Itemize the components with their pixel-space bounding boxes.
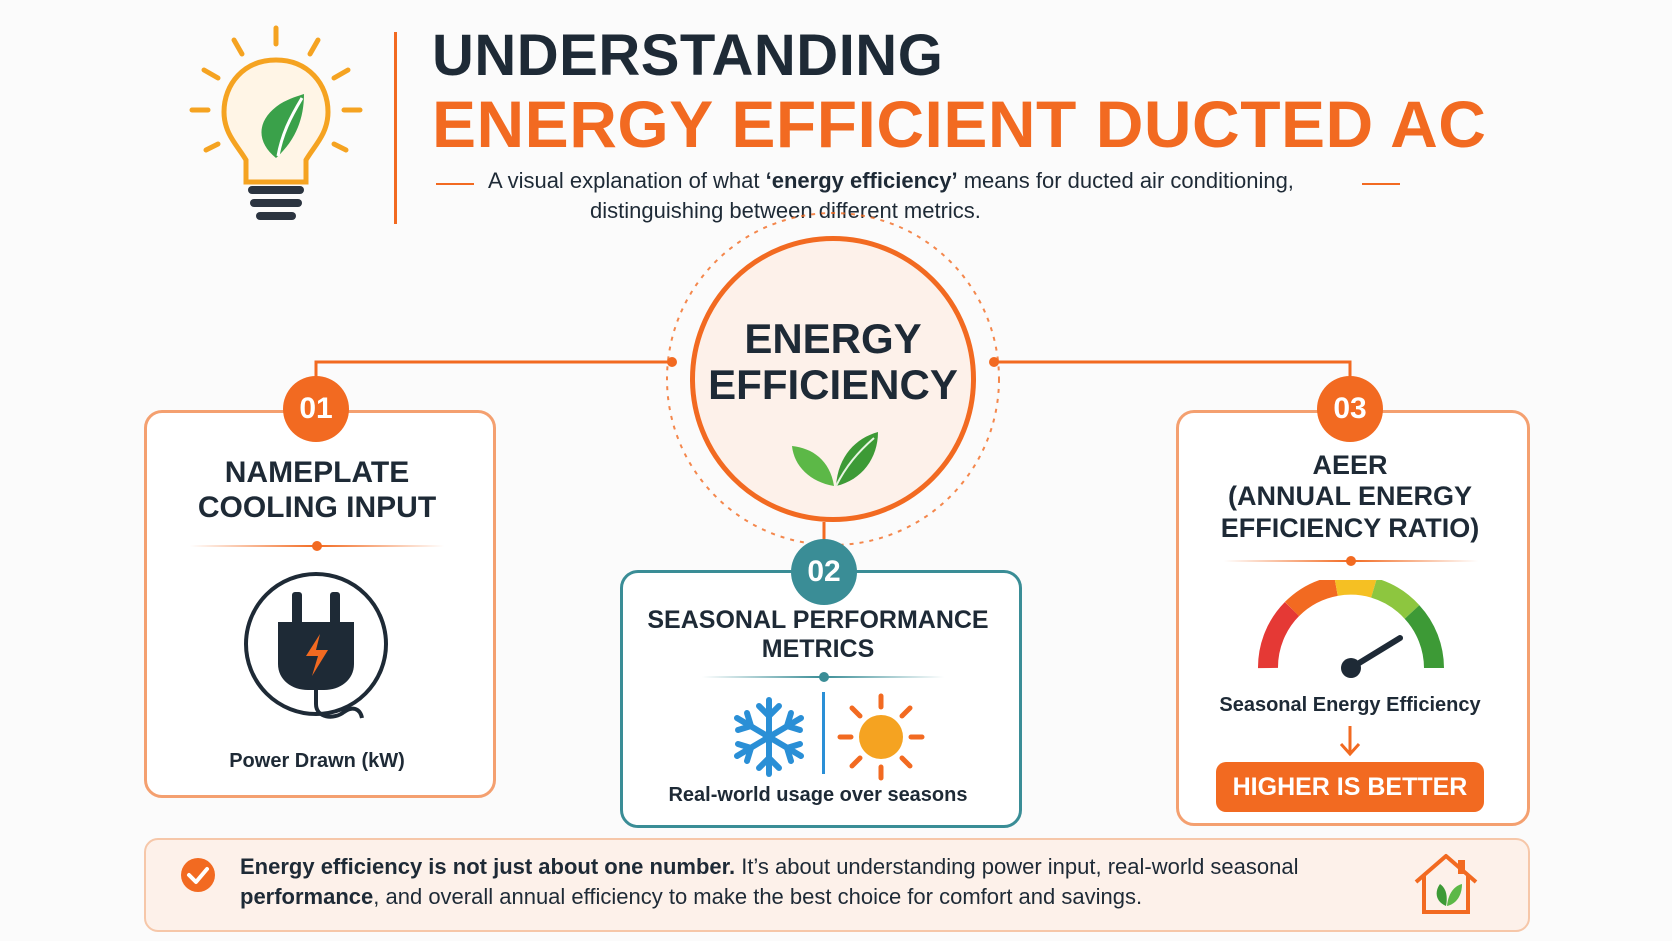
card2-divider-dot: [819, 672, 829, 682]
card2-number-badge: 02: [791, 539, 857, 605]
subtitle-pre: A visual explanation of what: [488, 168, 766, 193]
card1-number-badge: 01: [283, 376, 349, 442]
card3-number-badge: 03: [1317, 376, 1383, 442]
card1-caption: Power Drawn (kW): [229, 750, 405, 772]
season-divider: [822, 692, 825, 774]
card1-title-line2: COOLING INPUT: [197, 490, 437, 524]
subtitle-dash-right: [1362, 183, 1400, 185]
card3-divider-dot: [1346, 556, 1356, 566]
card1-title: NAMEPLATE COOLING INPUT: [150, 456, 484, 526]
card2-title-line2: METRICS: [761, 635, 875, 663]
header-divider: [394, 32, 397, 224]
card1-title-line1: NAMEPLATE: [224, 456, 410, 489]
page-title-line1: UNDERSTANDING: [432, 23, 944, 88]
card3-title-line2: (ANNUAL ENERGY: [1227, 481, 1472, 512]
card3-title-line3: EFFICIENCY RATIO): [1220, 512, 1480, 543]
lightbulb-leaf-icon: [186, 22, 366, 232]
gauge-icon: [1256, 574, 1446, 680]
leaf-icon: [790, 426, 880, 490]
card-nameplate-cooling-input: [144, 410, 496, 798]
energy-efficiency-circle: [690, 236, 976, 522]
power-plug-icon: [240, 572, 400, 732]
snowflake-icon: [728, 696, 810, 778]
subtitle-dash-left: [436, 183, 474, 185]
center-label-line2: EFFICIENCY: [708, 361, 958, 409]
card-seasonal-performance: [620, 570, 1022, 828]
house-leaf-icon: [1410, 850, 1482, 916]
summary-text1: It’s about understanding power input, re…: [735, 854, 1299, 879]
card3-title-line1: AEER: [1312, 450, 1388, 480]
card2-title: SEASONAL PERFORMANCE METRICS: [626, 606, 1010, 664]
card3-caption: Seasonal Energy Efficiency: [1219, 694, 1481, 716]
subtitle-line2: distinguishing between different metrics…: [590, 198, 981, 223]
summary-text: Energy efficiency is not just about one …: [240, 852, 1360, 911]
summary-bar: [144, 838, 1530, 932]
checkmark-icon: [180, 857, 216, 893]
card3-title: AEER (ANNUAL ENERGY EFFICIENCY RATIO): [1182, 450, 1518, 544]
card2-caption: Real-world usage over seasons: [668, 784, 968, 806]
summary-bold2: performance: [240, 883, 374, 909]
subtitle-bold: ‘energy efficiency’: [765, 168, 958, 193]
summary-text2: , and overall annual efficiency to make …: [373, 883, 1143, 909]
sun-icon: [836, 692, 926, 782]
card1-divider-dot: [312, 541, 322, 551]
subtitle-post: means for ducted air conditioning,: [957, 168, 1294, 193]
page-title-line2: ENERGY EFFICIENT DUCTED AC: [432, 87, 1487, 161]
higher-is-better-badge: HIGHER IS BETTER: [1216, 762, 1484, 812]
subtitle-line1: A visual explanation of what ‘energy eff…: [488, 168, 1294, 194]
card2-title-line1: SEASONAL PERFORMANCE: [647, 606, 989, 634]
card-aeer: [1176, 410, 1530, 826]
center-label: ENERGY EFFICIENCY: [690, 315, 976, 409]
arrow-down-icon: [1338, 724, 1362, 758]
summary-bold1: Energy efficiency is not just about one …: [240, 854, 736, 879]
center-label-line1: ENERGY: [744, 315, 922, 362]
